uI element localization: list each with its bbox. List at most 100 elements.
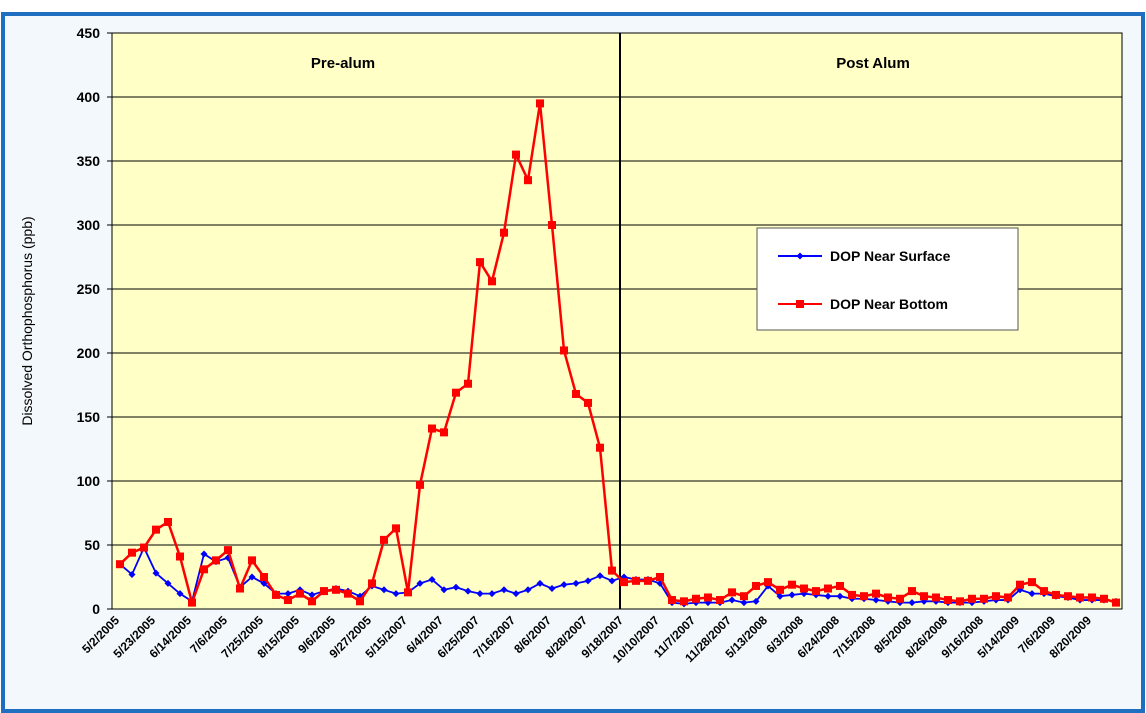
y-tick-label: 450 [77, 25, 101, 41]
marker [572, 389, 580, 398]
marker [416, 480, 424, 489]
marker [572, 579, 580, 587]
marker [728, 596, 736, 604]
marker [524, 176, 532, 185]
legend-label: DOP Near Bottom [830, 296, 948, 312]
marker [488, 277, 496, 286]
marker [932, 593, 940, 602]
marker [608, 577, 616, 585]
marker [980, 594, 988, 603]
marker [1028, 578, 1036, 587]
marker [1076, 593, 1084, 602]
marker [248, 573, 256, 581]
marker [464, 587, 472, 595]
marker [620, 578, 628, 587]
marker [596, 572, 604, 580]
marker [392, 590, 400, 598]
marker [140, 543, 148, 552]
marker [956, 597, 964, 606]
marker [836, 592, 844, 600]
marker [428, 424, 436, 433]
y-tick-label: 150 [77, 409, 101, 425]
marker [500, 586, 508, 594]
y-tick-label: 400 [77, 89, 101, 105]
marker [788, 580, 796, 589]
marker [200, 565, 208, 574]
marker [380, 586, 388, 594]
marker [284, 596, 292, 605]
annotation: Post Alum [836, 55, 910, 72]
marker [308, 591, 316, 599]
annotation: Pre-alum [311, 55, 375, 72]
marker [968, 594, 976, 603]
marker [380, 535, 388, 544]
marker [680, 597, 688, 606]
marker [1052, 590, 1060, 599]
marker [500, 228, 508, 237]
marker [548, 221, 556, 229]
marker [308, 597, 316, 606]
marker [848, 590, 856, 599]
marker [860, 592, 868, 601]
marker [884, 593, 892, 602]
marker [200, 550, 208, 558]
marker [392, 524, 400, 533]
marker [812, 587, 820, 596]
y-tick-label: 250 [77, 281, 101, 297]
marker [644, 576, 652, 585]
marker [896, 594, 904, 603]
marker [944, 596, 952, 605]
marker [296, 589, 304, 598]
marker [824, 584, 832, 593]
legend-marker [796, 300, 804, 308]
marker [584, 577, 592, 585]
marker [548, 585, 556, 593]
y-tick-label: 50 [84, 537, 100, 553]
marker [356, 597, 364, 606]
marker [536, 99, 544, 108]
marker [872, 596, 880, 604]
marker [212, 556, 220, 565]
marker [764, 578, 772, 587]
marker [164, 579, 172, 587]
legend-marker [796, 252, 804, 260]
marker [452, 388, 460, 397]
marker [1040, 587, 1048, 596]
y-tick-label: 350 [77, 153, 101, 169]
y-axis-label: Dissolved Orthophosphorus (ppb) [19, 216, 35, 425]
marker [452, 583, 460, 591]
marker [872, 589, 880, 598]
y-tick-label: 300 [77, 217, 101, 233]
marker [440, 586, 448, 594]
legend-label: DOP Near Surface [830, 248, 951, 264]
marker [164, 517, 172, 526]
marker [476, 590, 484, 598]
marker [1016, 580, 1024, 589]
marker [404, 588, 412, 597]
marker [488, 590, 496, 598]
marker [788, 591, 796, 599]
marker [1004, 593, 1012, 602]
marker [428, 576, 436, 584]
marker [416, 579, 424, 587]
marker [440, 428, 448, 437]
marker [668, 596, 676, 605]
marker [908, 587, 916, 596]
y-tick-label: 0 [92, 601, 100, 617]
marker [236, 584, 244, 593]
marker [284, 590, 292, 598]
marker [224, 546, 232, 555]
marker [176, 590, 184, 598]
marker [656, 573, 664, 581]
marker [260, 573, 268, 581]
marker [752, 581, 760, 590]
marker [728, 588, 736, 597]
marker [776, 585, 784, 594]
marker [908, 599, 916, 607]
marker [632, 576, 640, 585]
marker [560, 346, 568, 355]
marker [692, 594, 700, 603]
marker [800, 584, 808, 593]
